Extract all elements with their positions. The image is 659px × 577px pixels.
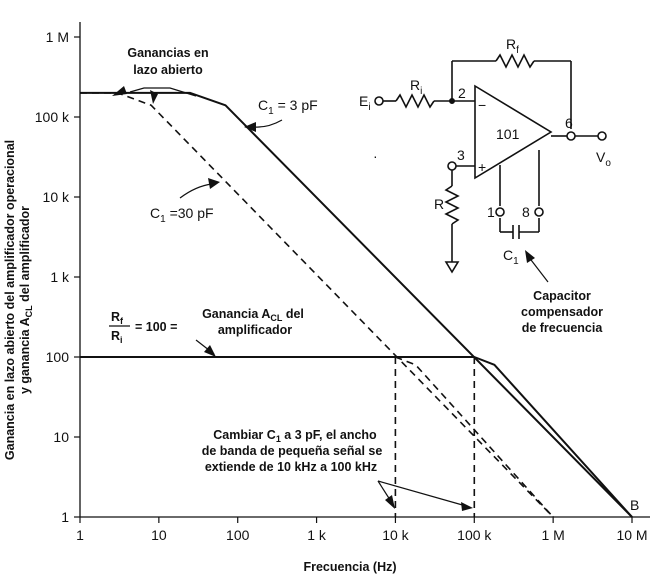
- acl-label-line1: Ganancia ACL del: [202, 307, 304, 323]
- point-b-label: B: [630, 497, 639, 513]
- stray-mark: ·: [373, 148, 378, 164]
- c1-30pf-label: C1 =30 pF: [150, 205, 214, 225]
- resistor-ri: [395, 93, 435, 109]
- y-tick-label: 1 M: [46, 29, 69, 45]
- y-axis-title-line1: Ganancia en lazo abierto del amplificado…: [3, 140, 17, 460]
- y-tick-label: 100: [46, 349, 70, 365]
- label-pin3: 3: [457, 147, 465, 163]
- capacitor-note-arrowhead: [525, 250, 535, 263]
- ground-symbol: [444, 261, 460, 274]
- change-arrowhead-100k: [461, 502, 473, 511]
- label-pin1: 1: [487, 204, 495, 220]
- y-tick-label: 10 k: [43, 189, 70, 205]
- c1-3pf-arrow: [253, 119, 283, 128]
- x-tick-label: 100: [226, 527, 250, 543]
- change-arrow-100k: [377, 480, 467, 507]
- open-loop-leader: [129, 87, 197, 97]
- label-ei: Ei: [359, 93, 371, 113]
- series-layer: [80, 91, 633, 518]
- label-rf: Rf: [506, 36, 519, 56]
- label-plus: +: [478, 159, 486, 175]
- opamp-triangle: [474, 84, 553, 180]
- y-tick-label: 1: [61, 509, 69, 525]
- schematic-labels: Rf Ri Ei 2 − 101 6 Vo 3 + R 1 8 C1 Capac…: [359, 36, 611, 335]
- change-arrowhead-10k: [385, 495, 395, 509]
- series-0-solid-line: [80, 91, 633, 518]
- annotations: Ganancias en lazo abierto C1 = 3 pF C1 =…: [109, 46, 639, 513]
- resistor-r: [444, 185, 460, 225]
- c1-3pf-arrowhead: [244, 122, 256, 132]
- x-tick-label: 100 k: [457, 527, 492, 543]
- axes: 1 10 100 1 k 10 k 100 k 1 M 10 M 1 10 100 1 k 10 k 10…: [35, 22, 650, 543]
- c1-3pf-label: C1 = 3 pF: [258, 97, 318, 117]
- terminal-ei: [374, 96, 384, 106]
- terminal-pin2: [448, 98, 455, 105]
- open-loop-label-line2: lazo abierto: [133, 63, 203, 77]
- opamp-schematic: [374, 53, 607, 283]
- label-vo: Vo: [596, 149, 611, 169]
- y-axis-title-line2: y ganancia ACL del amplificador: [18, 206, 34, 394]
- change-label-line3: extiende de 10 kHz a 100 kHz: [205, 460, 377, 474]
- open-loop-arrowhead-right: [150, 90, 158, 104]
- resistor-rf: [495, 53, 535, 69]
- ratio-equals: = 100 =: [135, 320, 177, 334]
- c1-30pf-arrow: [179, 183, 213, 199]
- series-2-solid-line: [80, 356, 633, 518]
- capacitor-note-line1: Capacitor: [533, 289, 591, 303]
- terminal-pin6: [566, 131, 576, 141]
- y-tick-label: 1 k: [50, 269, 70, 285]
- terminal-pin3: [447, 161, 457, 171]
- label-pin6: 6: [565, 115, 573, 131]
- y-tick-label: 10: [53, 429, 69, 445]
- terminal-vo: [597, 131, 607, 141]
- acl-label-line2: amplificador: [218, 323, 292, 337]
- open-loop-arrowhead-left: [112, 86, 127, 96]
- label-r: R: [434, 196, 444, 212]
- terminal-pin1: [495, 207, 505, 217]
- series-3-dashed-line: [395, 356, 554, 518]
- label-pin8: 8: [522, 204, 530, 220]
- x-axis-title: Frecuencia (Hz): [303, 560, 396, 574]
- x-tick-label: 10 M: [616, 527, 647, 543]
- label-opamp: 101: [496, 126, 520, 142]
- ratio-denominator: Ri: [111, 329, 123, 345]
- x-tick-label: 10 k: [382, 527, 409, 543]
- terminal-pin8: [534, 207, 544, 217]
- c1-30pf-arrowhead: [208, 178, 220, 189]
- y-tick-label: 100 k: [35, 109, 70, 125]
- series-1-dashed-line: [80, 92, 554, 518]
- capacitor-note-line2: compensador: [521, 305, 603, 319]
- x-tick-label: 1: [76, 527, 84, 543]
- x-tick-label: 1 M: [541, 527, 564, 543]
- label-pin2: 2: [458, 85, 466, 101]
- capacitor-note-arrow: [527, 255, 549, 283]
- label-minus: −: [478, 97, 486, 113]
- label-ri: Ri: [410, 77, 422, 97]
- x-tick-label: 10: [151, 527, 167, 543]
- capacitor-note-line3: de frecuencia: [522, 321, 604, 335]
- change-label-line2: de banda de pequeña señal se: [202, 444, 383, 458]
- acl-arrowhead: [204, 345, 216, 357]
- open-loop-label-line1: Ganancias en: [127, 46, 208, 60]
- ratio-numerator: Rf: [111, 310, 124, 326]
- label-c1: C1: [503, 247, 519, 267]
- change-label-line1: Cambiar C1 a 3 pF, el ancho: [213, 428, 377, 444]
- x-tick-label: 1 k: [307, 527, 327, 543]
- y-axis-title: Ganancia en lazo abierto del amplificado…: [3, 140, 34, 460]
